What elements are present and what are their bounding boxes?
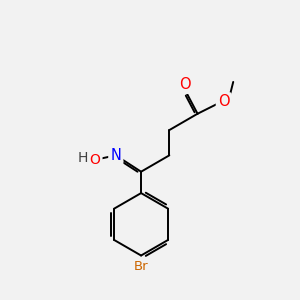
Text: Br: Br — [134, 260, 148, 273]
Text: O: O — [218, 94, 230, 110]
Text: O: O — [90, 153, 101, 167]
Text: H: H — [77, 151, 88, 165]
Text: O: O — [179, 77, 190, 92]
Text: N: N — [110, 148, 121, 163]
